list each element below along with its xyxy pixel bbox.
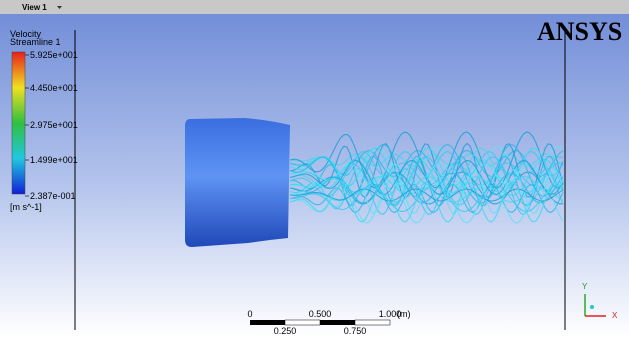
legend-label: 2.387e-001 <box>30 191 76 201</box>
scale-label: 0.750 <box>344 326 367 336</box>
legend-label: 2.975e+001 <box>30 120 78 130</box>
tab-bar <box>0 0 629 14</box>
legend-unit: [m s^-1] <box>10 202 42 212</box>
scale-label: 0.250 <box>274 326 297 336</box>
axis-z <box>590 305 594 309</box>
axis-x-label: X <box>612 311 618 320</box>
geometry-body <box>185 118 290 247</box>
view-title[interactable]: View 1 <box>22 3 47 12</box>
legend-label: 4.450e+001 <box>30 83 78 93</box>
legend-label: 1.499e+001 <box>30 155 78 165</box>
scale-unit: (m) <box>397 309 411 319</box>
axis-y-label: Y <box>582 282 588 291</box>
logo: ANSYS <box>537 17 622 46</box>
legend-label: 5.925e+001 <box>30 50 78 60</box>
background <box>0 0 629 337</box>
scale-label: 0.500 <box>309 309 332 319</box>
legend-object: Streamline 1 <box>10 37 61 47</box>
scale-bar <box>250 320 390 325</box>
scale-label: 0 <box>247 309 252 319</box>
viewport: View 1 Velocity Streamline 1 5.925e+0014… <box>0 0 629 337</box>
color-bar <box>12 52 25 194</box>
